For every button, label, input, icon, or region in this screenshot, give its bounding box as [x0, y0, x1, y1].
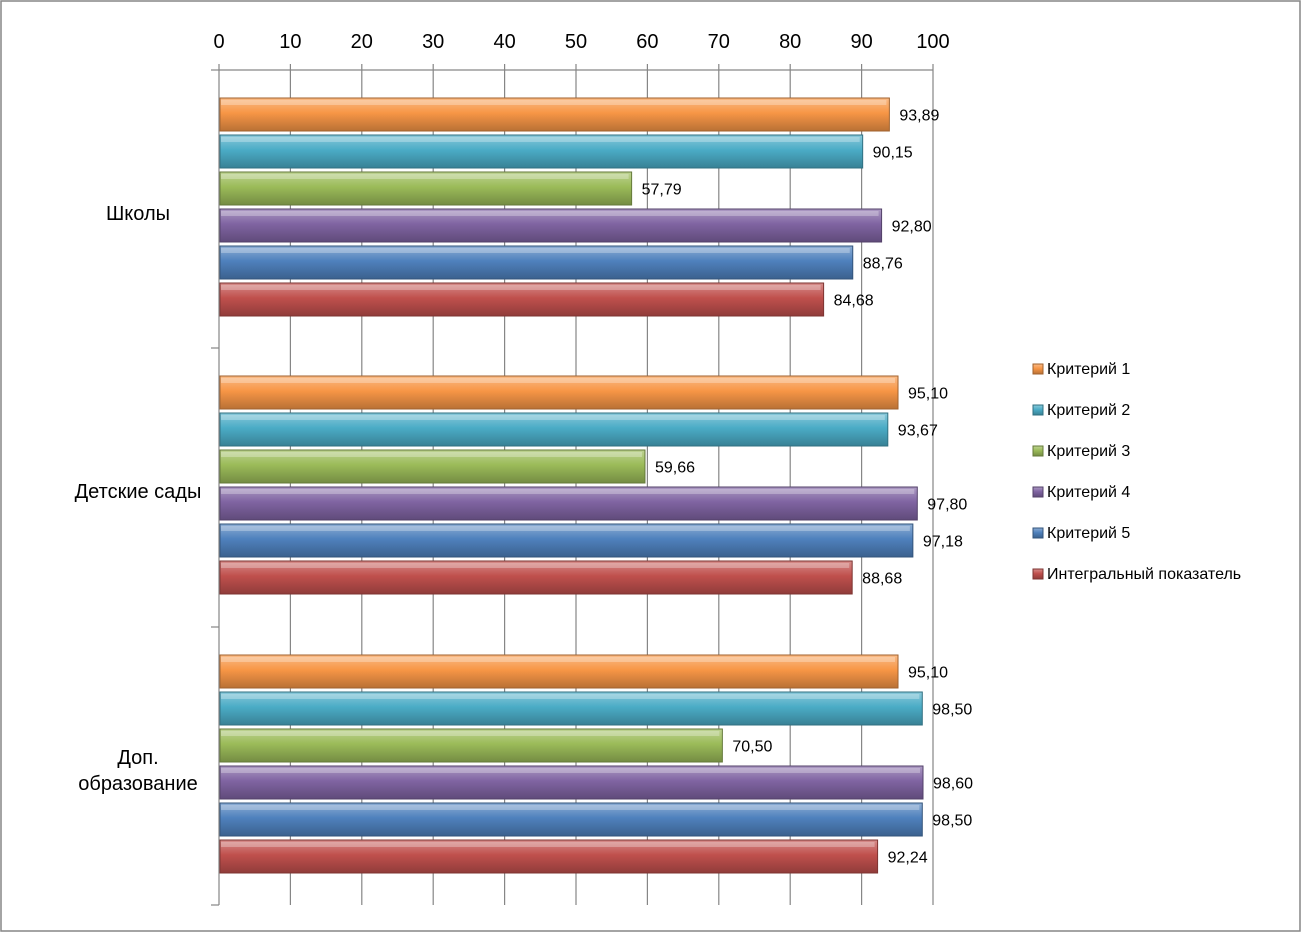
legend-label: Критерий 3 — [1047, 443, 1130, 460]
bar — [219, 654, 899, 689]
bar — [219, 412, 889, 447]
legend-label: Критерий 2 — [1047, 402, 1130, 419]
x-tick-label: 70 — [708, 31, 730, 53]
legend-swatch — [1032, 404, 1044, 416]
data-label: 70,50 — [732, 739, 772, 756]
axes: 0 10 20 30 40 50 60 70 80 90 100 Школы Детские сады Д… — [75, 31, 950, 906]
bar-highlight — [221, 174, 629, 179]
x-tick-label: 100 — [916, 31, 949, 53]
bar-highlight — [221, 526, 910, 531]
bar-highlight — [221, 100, 887, 105]
bar — [219, 171, 633, 206]
data-label: 92,24 — [888, 850, 928, 867]
data-labels: 93,89 90,15 57,79 92,80 88,76 84,68 95,10 93,67… — [642, 108, 974, 867]
legend-label: Интегральный показатель — [1047, 566, 1241, 583]
bar-highlight — [221, 415, 885, 420]
bar-highlight — [221, 694, 920, 699]
x-tick-label: 80 — [779, 31, 801, 53]
bar — [219, 728, 723, 763]
data-label: 97,18 — [923, 534, 963, 551]
legend-label: Критерий 4 — [1047, 484, 1130, 501]
data-label: 98,50 — [932, 813, 972, 830]
data-label: 95,10 — [908, 665, 948, 682]
bar-highlight — [221, 248, 850, 253]
x-tick-label: 30 — [422, 31, 444, 53]
data-label: 88,76 — [863, 256, 903, 273]
category-label: образование — [78, 773, 198, 795]
bar — [219, 486, 918, 521]
x-tick-label: 20 — [351, 31, 373, 53]
bar — [219, 97, 890, 132]
bar — [219, 523, 914, 558]
bar-highlight — [221, 842, 875, 847]
category-label: Доп. — [117, 747, 158, 769]
data-label: 57,79 — [642, 182, 682, 199]
bar-highlight — [221, 137, 860, 142]
x-tick-label: 40 — [493, 31, 515, 53]
data-label: 98,50 — [932, 702, 972, 719]
data-label: 95,10 — [908, 386, 948, 403]
bar — [219, 802, 923, 837]
data-label: 93,67 — [898, 423, 938, 440]
bar-highlight — [221, 489, 915, 494]
bar — [219, 560, 853, 595]
category-label: Школы — [106, 203, 170, 225]
data-label: 59,66 — [655, 460, 695, 477]
bar-highlight — [221, 768, 921, 773]
data-label: 98,60 — [933, 776, 973, 793]
x-tick-label: 60 — [636, 31, 658, 53]
data-label: 90,15 — [873, 145, 913, 162]
bars — [219, 97, 924, 874]
bar-highlight — [221, 452, 642, 457]
bar-highlight — [221, 285, 821, 290]
x-tick-label: 10 — [279, 31, 301, 53]
bar — [219, 839, 879, 874]
bar-highlight — [221, 805, 920, 810]
legend: Критерий 1 Критерий 2 Критерий 3 Критерий 4… — [1032, 361, 1241, 583]
data-label: 84,68 — [834, 293, 874, 310]
bar — [219, 691, 923, 726]
data-label: 88,68 — [862, 571, 902, 588]
bar-highlight — [221, 563, 850, 568]
x-tick-label: 0 — [213, 31, 224, 53]
legend-swatch — [1032, 445, 1044, 457]
legend-swatch — [1032, 486, 1044, 498]
bar — [219, 134, 864, 169]
bar — [219, 282, 825, 317]
x-tick-label: 90 — [850, 31, 872, 53]
legend-label: Критерий 5 — [1047, 525, 1130, 542]
bar — [219, 245, 854, 280]
data-label: 97,80 — [927, 497, 967, 514]
x-tick-label: 50 — [565, 31, 587, 53]
bar-highlight — [221, 211, 879, 216]
data-label: 93,89 — [899, 108, 939, 125]
legend-swatch — [1032, 568, 1044, 580]
legend-swatch — [1032, 363, 1044, 375]
bar — [219, 375, 899, 410]
bar-highlight — [221, 378, 896, 383]
category-label: Детские сады — [75, 481, 202, 503]
legend-label: Критерий 1 — [1047, 361, 1130, 378]
bar — [219, 449, 646, 484]
bar-highlight — [221, 657, 896, 662]
bar — [219, 208, 883, 243]
bar — [219, 765, 924, 800]
bar-highlight — [221, 731, 720, 736]
legend-swatch — [1032, 527, 1044, 539]
data-label: 92,80 — [892, 219, 932, 236]
